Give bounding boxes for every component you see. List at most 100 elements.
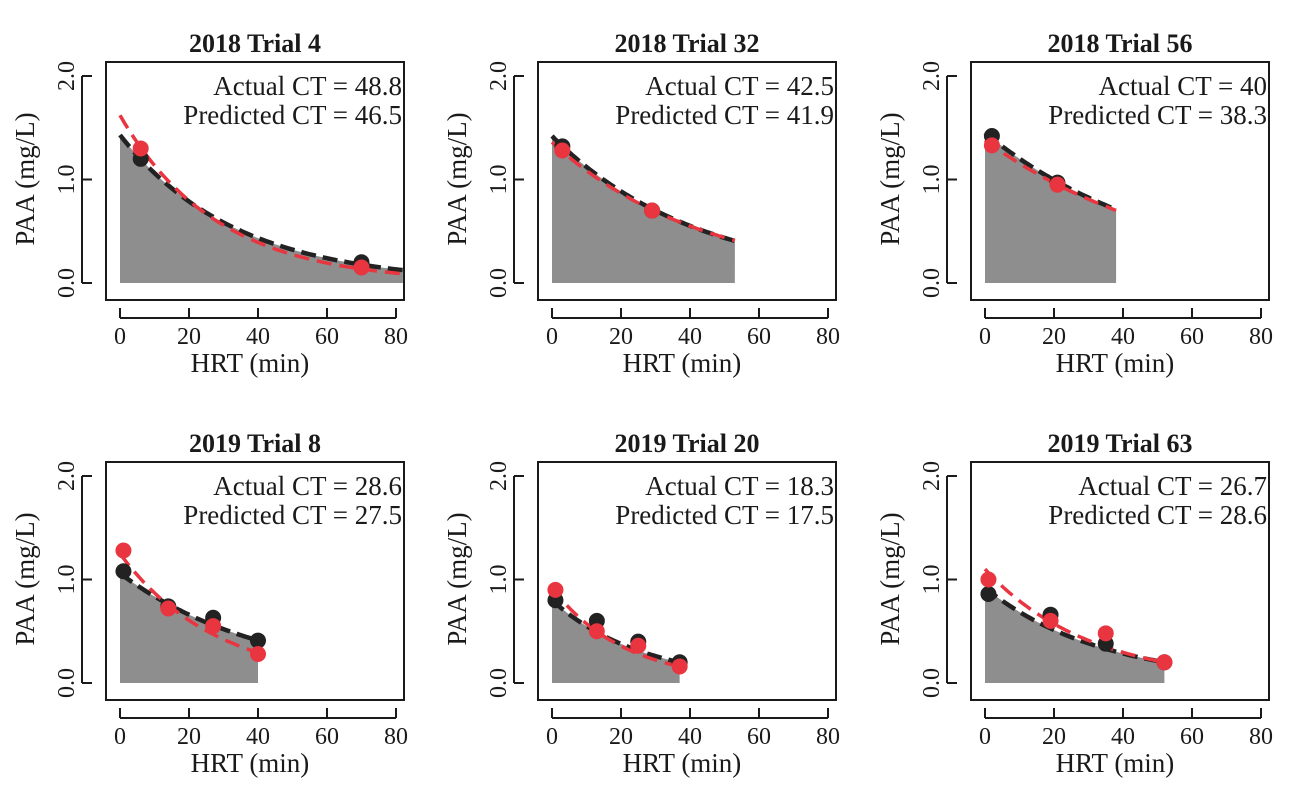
ct-area: [552, 600, 680, 683]
predicted-ct-annotation: Predicted CT = 27.5: [183, 500, 402, 530]
ct-area: [985, 587, 1165, 683]
panel-title: 2019 Trial 8: [189, 429, 321, 458]
plot-frame: [105, 461, 405, 701]
x-tick-label: 80: [816, 324, 840, 350]
panel-title: 2019 Trial 63: [1048, 429, 1193, 458]
panel-title: 2018 Trial 32: [615, 29, 760, 58]
x-tick-label: 60: [1180, 324, 1204, 350]
plot-frame: [970, 61, 1270, 301]
x-tick-label: 20: [177, 724, 201, 750]
x-tick-label: 0: [546, 324, 558, 350]
predicted-point: [1042, 612, 1059, 629]
predicted-fit-line: [118, 552, 259, 655]
plot-frame: [970, 461, 1270, 701]
predicted-point: [353, 259, 370, 276]
y-tick-label: 1.0: [919, 165, 945, 195]
plot-area: [983, 128, 1117, 283]
predicted-ct-annotation: Predicted CT = 17.5: [615, 500, 834, 530]
predicted-fit-line: [983, 567, 1165, 665]
x-axis-label: HRT (min): [1056, 748, 1175, 778]
actual-point: [115, 563, 132, 580]
predicted-point: [983, 137, 1000, 154]
y-tick-label: 2.0: [54, 61, 80, 91]
x-axis-label: HRT (min): [623, 348, 742, 378]
actual-ct-annotation: Actual CT = 18.3: [645, 471, 834, 501]
x-axis-label: HRT (min): [1056, 348, 1175, 378]
y-tick-label: 0.0: [919, 668, 945, 698]
y-tick-label: 0.0: [486, 268, 512, 298]
plot-frame: [537, 461, 837, 701]
y-tick-label: 1.0: [486, 165, 512, 195]
x-tick-label: 20: [609, 324, 633, 350]
x-tick-label: 80: [1249, 724, 1273, 750]
predicted-point: [115, 542, 132, 559]
actual-point: [980, 585, 997, 602]
y-axis-label: PAA (mg/L): [442, 512, 472, 645]
ct-area: [120, 573, 258, 683]
x-tick-label: 60: [315, 324, 339, 350]
ct-area: [985, 132, 1117, 283]
x-tick-label: 20: [1042, 724, 1066, 750]
actual-fit-line: [550, 134, 736, 244]
predicted-point: [980, 571, 997, 588]
x-tick-label: 0: [979, 724, 991, 750]
y-tick-label: 0.0: [486, 668, 512, 698]
x-tick-label: 60: [747, 724, 771, 750]
plot-area: [550, 134, 736, 283]
x-tick-label: 20: [177, 324, 201, 350]
ct-area: [552, 136, 735, 283]
actual-fit-line: [983, 131, 1117, 212]
predicted-ct-annotation: Predicted CT = 38.3: [1048, 100, 1267, 130]
x-tick-label: 20: [1042, 324, 1066, 350]
predicted-ct-annotation: Predicted CT = 28.6: [1048, 500, 1267, 530]
x-tick-label: 20: [609, 724, 633, 750]
actual-ct-annotation: Actual CT = 28.6: [213, 471, 402, 501]
plot-frame: [537, 61, 837, 301]
actual-fit-line: [550, 598, 681, 665]
y-axis-label: PAA (mg/L): [875, 112, 905, 245]
x-tick-label: 80: [384, 324, 408, 350]
panel-title: 2018 Trial 56: [1048, 29, 1193, 58]
actual-point: [250, 632, 266, 649]
y-tick-label: 1.0: [919, 565, 945, 595]
plot-area: [118, 114, 404, 283]
ct-area: [120, 135, 403, 283]
predicted-point: [671, 658, 688, 675]
y-tick-label: 2.0: [919, 61, 945, 91]
y-axis-label: PAA (mg/L): [10, 112, 40, 245]
x-tick-label: 40: [678, 724, 702, 750]
y-tick-label: 2.0: [54, 461, 80, 491]
actual-ct-annotation: Actual CT = 48.8: [213, 71, 402, 101]
y-tick-label: 1.0: [486, 565, 512, 595]
y-axis-label: PAA (mg/L): [875, 512, 905, 645]
predicted-fit-line: [118, 114, 404, 276]
predicted-point: [588, 623, 605, 640]
y-tick-label: 1.0: [54, 165, 80, 195]
actual-ct-annotation: Actual CT = 40: [1099, 71, 1267, 101]
predicted-point: [160, 600, 177, 617]
x-tick-label: 60: [1180, 724, 1204, 750]
x-tick-label: 80: [816, 724, 840, 750]
x-tick-label: 80: [1249, 324, 1273, 350]
predicted-point: [1097, 625, 1114, 642]
y-axis-label: PAA (mg/L): [442, 112, 472, 245]
plot-frame: [105, 61, 405, 301]
y-tick-label: 0.0: [54, 668, 80, 698]
plot-area: [115, 542, 266, 683]
x-tick-label: 0: [114, 724, 126, 750]
actual-ct-annotation: Actual CT = 42.5: [645, 71, 834, 101]
predicted-ct-annotation: Predicted CT = 46.5: [183, 100, 402, 130]
panel-title: 2018 Trial 4: [189, 29, 321, 58]
predicted-ct-annotation: Predicted CT = 41.9: [615, 100, 834, 130]
actual-ct-annotation: Actual CT = 26.7: [1078, 471, 1267, 501]
y-tick-label: 0.0: [54, 268, 80, 298]
y-tick-label: 2.0: [919, 461, 945, 491]
x-tick-label: 0: [114, 324, 126, 350]
x-axis-label: HRT (min): [623, 748, 742, 778]
y-tick-label: 0.0: [919, 268, 945, 298]
